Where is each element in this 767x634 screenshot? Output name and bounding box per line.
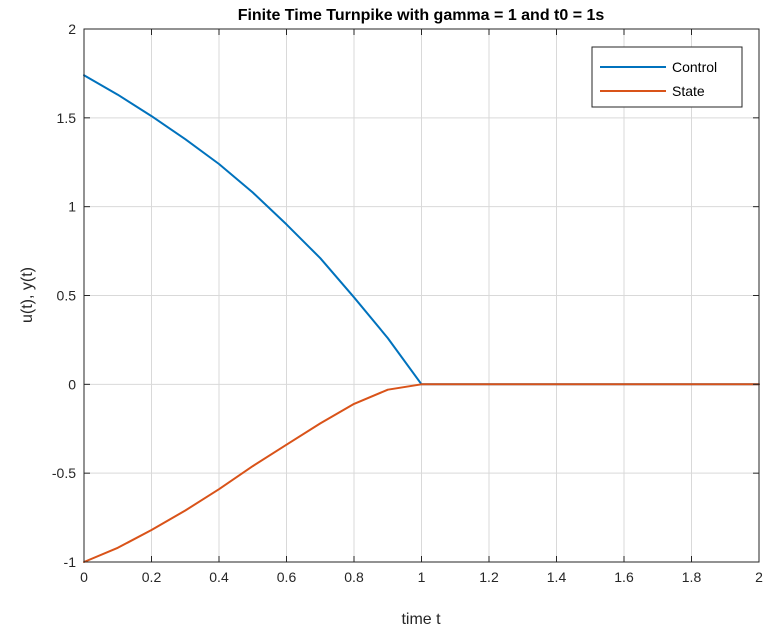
x-tick-label: 0.8 [344,569,364,585]
x-tick-label: 0 [80,569,88,585]
y-tick-label: 1.5 [57,110,77,126]
x-tick-label: 0.2 [142,569,162,585]
legend: Control State [591,46,743,108]
y-tick-label: 1 [68,199,76,215]
legend-label-control: Control [672,59,717,75]
x-tick-label: 0.4 [209,569,229,585]
x-tick-label: 0.6 [277,569,297,585]
series-lines [83,74,760,563]
x-tick-label: 1.2 [479,569,499,585]
axis-ticks [83,28,760,563]
series-line-state [83,383,760,563]
y-tick-label: -1 [64,554,77,570]
y-tick-label: -0.5 [52,465,76,481]
y-axis-label: u(t), y(t) [19,267,36,323]
x-tick-label: 1 [418,569,426,585]
x-tick-label: 1.6 [614,569,634,585]
chart-title: Finite Time Turnpike with gamma = 1 and … [238,7,605,24]
y-tick-label: 2 [68,21,76,37]
y-tick-label: 0 [68,376,76,392]
y-tick-labels: -1 -0.5 0 0.5 1 1.5 2 [52,21,76,570]
x-tick-label: 1.8 [682,569,702,585]
x-tick-labels: 0 0.2 0.4 0.6 0.8 1 1.2 1.4 1.6 1.8 2 [80,569,763,585]
legend-label-state: State [672,83,705,99]
y-tick-label: 0.5 [57,288,77,304]
x-tick-label: 1.4 [547,569,567,585]
legend-box [591,46,743,108]
x-axis-label: time t [401,611,441,628]
x-tick-label: 2 [755,569,763,585]
